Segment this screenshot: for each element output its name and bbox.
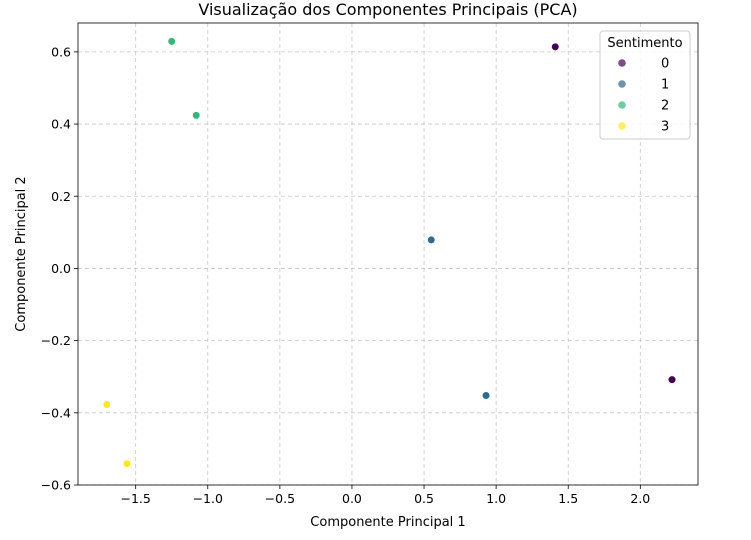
data-point-class-1 [481,391,491,400]
grid [78,23,698,486]
y-axis-label: Componente Principal 2 [14,176,29,331]
legend-label-1: 1 [661,78,669,93]
legend-box [599,30,691,140]
legend: Sentimento 0 1 2 3 [599,30,691,140]
x-tick-label: −1.0 [193,491,223,506]
y-axis-ticks: −0.6 −0.4 −0.2 0.0 0.2 0.4 0.6 [41,44,78,493]
plot-frame [77,22,699,486]
legend-title: Sentimento [607,36,682,51]
y-tick-label: 0.0 [51,261,71,276]
legend-marker-2 [618,101,626,109]
x-axis-ticks: −1.5 −1.0 −0.5 0.0 0.5 1.0 1.5 2.0 [120,485,650,506]
x-tick-label: 0.0 [342,491,362,506]
data-point-class-1 [427,235,436,245]
data-point-class-0 [551,42,560,51]
y-tick-label: −0.2 [41,333,71,348]
x-tick-label: −0.5 [265,491,295,506]
data-point-class-0 [667,375,677,384]
x-tick-label: −1.5 [120,491,150,506]
x-tick-label: 1.5 [558,491,578,506]
legend-marker-1 [618,80,626,88]
x-tick-label: 2.0 [630,491,650,506]
y-tick-label: 0.4 [51,117,71,132]
data-points [102,37,677,468]
data-point-class-3 [122,459,132,468]
chart-title: Visualização dos Componentes Principais … [198,0,577,19]
data-point-class-2 [167,37,176,46]
y-tick-label: −0.4 [41,405,71,420]
legend-marker-0 [618,59,626,67]
data-point-class-2 [192,111,201,120]
legend-label-3: 3 [661,120,669,135]
x-axis-label: Componente Principal 1 [310,515,465,530]
y-tick-label: 0.2 [51,189,71,204]
data-point-class-3 [102,400,111,409]
x-tick-label: 1.0 [486,491,506,506]
y-tick-label: 0.6 [51,44,71,59]
y-tick-label: −0.6 [41,478,71,493]
legend-label-2: 2 [661,99,669,114]
legend-marker-3 [618,122,626,130]
x-tick-label: 0.5 [414,491,434,506]
legend-label-0: 0 [661,57,669,72]
legend-entries: 0 1 2 3 [618,57,669,135]
